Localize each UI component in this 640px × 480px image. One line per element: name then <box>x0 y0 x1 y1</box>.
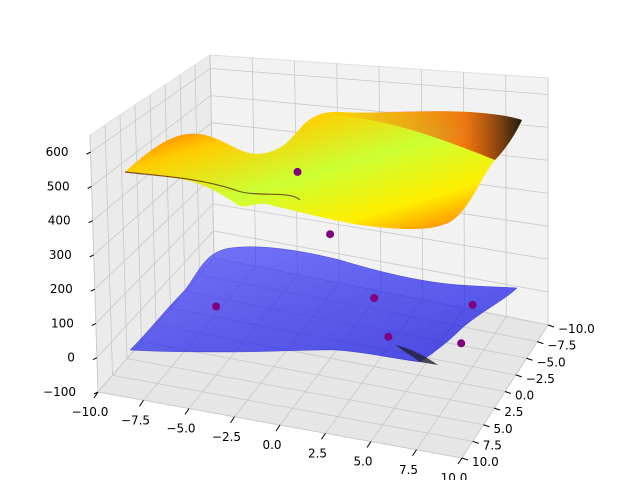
z-tick-label: −100 <box>43 385 76 399</box>
x-tick-label: 5.0 <box>353 455 372 469</box>
y-tick-mark <box>515 374 522 378</box>
x-tick-label: −5.0 <box>166 422 195 436</box>
x-tick-mark <box>275 424 281 432</box>
x-tick-mark <box>184 408 190 415</box>
z-tick-mark <box>90 288 96 292</box>
y-tick-label: 0.0 <box>515 389 534 403</box>
y-grid-line <box>126 358 484 426</box>
z-tick-label: 0 <box>67 351 75 365</box>
y-tick-label: −2.5 <box>526 372 555 386</box>
upper-surface-body <box>125 111 522 230</box>
scatter-point <box>293 167 302 176</box>
lower-surface-body <box>129 246 518 363</box>
y-tick-mark <box>494 407 501 411</box>
x-tick-label: −10.0 <box>72 405 109 419</box>
y-grid-line <box>104 124 113 376</box>
x-tick-mark <box>457 457 463 465</box>
x-tick-mark <box>412 449 417 457</box>
z-tick-label: 600 <box>46 145 69 159</box>
scatter-points <box>212 167 477 348</box>
z-tick-label: 500 <box>47 179 70 193</box>
y-tick-label: −5.0 <box>537 355 566 369</box>
lower-surface <box>129 246 518 365</box>
scatter-point <box>457 339 466 348</box>
z-tick-label: 400 <box>48 214 71 228</box>
y-tick-mark <box>483 424 490 428</box>
z-tick-mark <box>86 151 91 155</box>
y-tick-label: −10.0 <box>558 322 595 336</box>
lower-surface-dark-edge <box>395 345 438 365</box>
y-tick-mark <box>537 341 544 345</box>
y-tick-mark <box>547 324 555 328</box>
x-tick-mark <box>139 399 144 407</box>
y-tick-mark <box>504 391 512 394</box>
y-tick-mark <box>461 457 469 461</box>
upper-surface-dark-edge <box>330 111 522 160</box>
z-tick-mark <box>89 254 94 258</box>
y-tick-label: −7.5 <box>547 339 576 353</box>
y-axis-ticks: −10.0 −7.5 −5.0 −2.5 0.0 2.5 5.0 7.5 10.0 <box>461 322 595 469</box>
y-grid-line <box>164 84 171 309</box>
y-grid-line <box>89 134 99 393</box>
y-tick-label: 2.5 <box>504 405 523 419</box>
z-tick-mark <box>92 357 98 361</box>
x-axis-ticks: −10.0 −7.5 −5.0 −2.5 0.0 2.5 5.0 7.5 10.0 <box>72 391 468 480</box>
upper-surface <box>124 111 522 230</box>
z-tick-mark <box>87 185 92 189</box>
y-grid-line <box>119 114 128 359</box>
x-tick-label: −7.5 <box>121 413 150 427</box>
z-axis-ticks: −100 0 100 200 300 400 500 600 <box>43 145 99 399</box>
y-tick-label: 10.0 <box>472 455 499 469</box>
x-tick-label: 0.0 <box>262 438 281 452</box>
y-grid-line <box>112 374 473 442</box>
scatter-point <box>212 302 221 311</box>
y-grid-line <box>149 94 157 326</box>
scatter-point <box>384 332 393 341</box>
x-tick-label: −2.5 <box>212 430 241 444</box>
z-tick-label: 100 <box>51 316 74 330</box>
y-grid-line <box>141 341 495 409</box>
scatter-point <box>370 294 379 302</box>
x-tick-mark <box>366 441 372 448</box>
z-tick-mark <box>91 323 97 326</box>
x-tick-mark <box>230 416 235 424</box>
y-grid-line <box>134 104 142 342</box>
y-tick-mark <box>526 357 533 361</box>
y-tick-mark <box>472 440 479 444</box>
scatter-point <box>326 230 335 239</box>
y-tick-label: 7.5 <box>483 438 502 452</box>
z-tick-label: 300 <box>49 248 72 262</box>
scatter-point <box>468 300 477 309</box>
y-grid-line <box>179 74 186 292</box>
z-tick-mark <box>88 220 93 224</box>
upper-surface-front-ridge <box>124 171 301 201</box>
z-tick-label: 200 <box>50 282 73 296</box>
x-tick-label: 2.5 <box>308 446 327 460</box>
x-tick-label: 10.0 <box>441 471 468 480</box>
x-tick-label: 7.5 <box>399 463 418 477</box>
x-grid-line <box>505 75 507 317</box>
x-tick-mark <box>321 432 326 440</box>
y-tick-label: 5.0 <box>494 422 513 436</box>
x-tick-mark <box>93 391 99 399</box>
